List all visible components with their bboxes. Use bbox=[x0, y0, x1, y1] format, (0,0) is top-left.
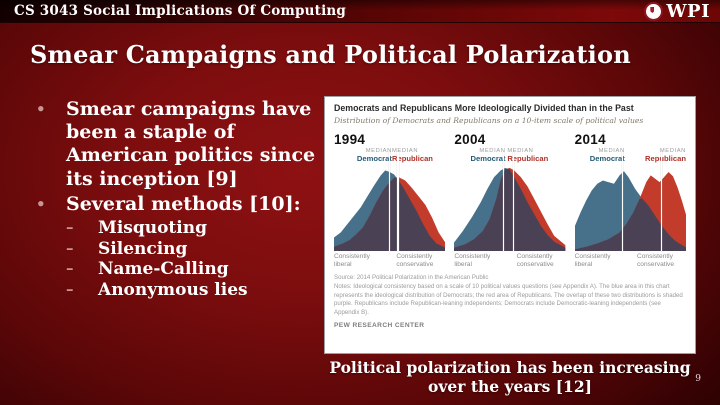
axis-label-right: Consistently conservative bbox=[516, 253, 554, 268]
distribution-plot bbox=[574, 152, 686, 252]
chart-footer: PEW RESEARCH CENTER bbox=[334, 321, 425, 329]
course-title: CS 3043 Social Implications Of Computing bbox=[14, 3, 347, 19]
axis-label-right: Consistently conservative bbox=[637, 253, 675, 268]
bullet-marker: • bbox=[36, 194, 46, 213]
bullet-item-4: – Name-Calling bbox=[66, 259, 328, 280]
axis-label-left: Consistently liberal bbox=[334, 253, 370, 268]
distribution-plot bbox=[334, 152, 446, 252]
median-labels: MEDIAN Democrat MEDIAN Republican bbox=[334, 148, 445, 167]
chart-notes: Notes: Ideological consistency based on … bbox=[334, 283, 683, 316]
bullet-item-3: – Silencing bbox=[66, 239, 328, 260]
wpi-seal-icon bbox=[644, 2, 664, 21]
axis-label-left: Consistently liberal bbox=[454, 253, 491, 268]
distribution-plot bbox=[454, 152, 566, 252]
bullet-text: Anonymous lies bbox=[98, 280, 248, 301]
median-line-republican bbox=[512, 152, 515, 252]
wpi-logo: WPI bbox=[644, 1, 710, 22]
chart-subtitle: Distribution of Democrats and Republican… bbox=[334, 116, 644, 126]
slide-title: Smear Campaigns and Political Polarizati… bbox=[30, 40, 631, 69]
dash-marker: – bbox=[66, 259, 74, 278]
median-line-democrat bbox=[621, 152, 624, 252]
median-democrat-label: MEDIAN Democrat bbox=[470, 148, 506, 163]
panel-2014: 2014 MEDIAN Democrat MEDIAN Republican Consis… bbox=[574, 132, 686, 269]
axis-label-left: Consistently liberal bbox=[574, 253, 611, 268]
panel-2004: 2004 MEDIAN Democrat MEDIAN Republican Consis… bbox=[454, 132, 566, 269]
chart-panels: 1994 MEDIAN Democrat MEDIAN Republican Consis… bbox=[334, 132, 686, 269]
distribution-svg bbox=[574, 171, 686, 252]
panel-1994: 1994 MEDIAN Democrat MEDIAN Republican Consis… bbox=[334, 132, 446, 269]
median-line-democrat bbox=[388, 152, 391, 252]
median-republican-label: MEDIAN Republican bbox=[392, 148, 433, 163]
median-labels: MEDIAN Democrat MEDIAN Republican bbox=[575, 148, 686, 167]
bullet-text: Silencing bbox=[98, 238, 188, 259]
median-line-republican bbox=[397, 152, 399, 252]
top-bar: CS 3043 Social Implications Of Computing… bbox=[0, 0, 720, 23]
dash-marker: – bbox=[66, 280, 74, 299]
bullet-marker: • bbox=[36, 100, 46, 118]
pew-chart-figure: Democrats and Republicans More Ideologic… bbox=[324, 96, 696, 354]
dash-marker: – bbox=[66, 238, 74, 257]
bullet-list: • Smear campaigns have been a staple of A… bbox=[36, 98, 328, 301]
median-democrat-label: MEDIAN Democrat bbox=[356, 148, 392, 163]
median-republican-label: MEDIAN Republican bbox=[645, 148, 686, 163]
wpi-logo-text: WPI bbox=[666, 1, 710, 22]
bullet-item-0: • Smear campaigns have been a staple of A… bbox=[36, 98, 328, 191]
bullet-text: Name-Calling bbox=[98, 259, 229, 280]
year-label: 1994 bbox=[334, 132, 366, 148]
distribution-svg bbox=[454, 167, 566, 252]
bullet-text: Several methods [10]: bbox=[66, 192, 301, 215]
x-axis-labels: Consistently liberal Consistently conserv… bbox=[454, 253, 565, 269]
median-line-democrat bbox=[502, 152, 505, 252]
axis-label-right: Consistently conservative bbox=[396, 253, 434, 268]
x-axis-labels: Consistently liberal Consistently conserv… bbox=[575, 253, 686, 269]
bullet-text: Misquoting bbox=[98, 217, 207, 238]
year-label: 2004 bbox=[454, 132, 486, 148]
page-number: 9 bbox=[695, 374, 701, 384]
bullet-text: Smear campaigns have been a staple of Am… bbox=[66, 98, 316, 190]
median-line-republican bbox=[660, 152, 663, 252]
bullet-item-2: – Misquoting bbox=[66, 218, 328, 239]
x-axis-labels: Consistently liberal Consistently conserv… bbox=[334, 253, 445, 269]
bullet-item-5: – Anonymous lies bbox=[66, 280, 328, 301]
chart-title: Democrats and Republicans More Ideologic… bbox=[334, 103, 634, 113]
bullet-item-1: • Several methods [10]: bbox=[36, 193, 328, 216]
slide-caption: Political polarization has been increasi… bbox=[329, 358, 691, 396]
median-republican-label: MEDIAN Republican bbox=[507, 148, 549, 163]
median-labels: MEDIAN Democrat MEDIAN Republican bbox=[454, 148, 565, 167]
dash-marker: – bbox=[66, 217, 74, 236]
chart-source-line: Source: 2014 Political Polarization in t… bbox=[334, 273, 489, 281]
median-democrat-label: MEDIAN Democrat bbox=[589, 148, 625, 163]
year-label: 2014 bbox=[574, 132, 606, 148]
